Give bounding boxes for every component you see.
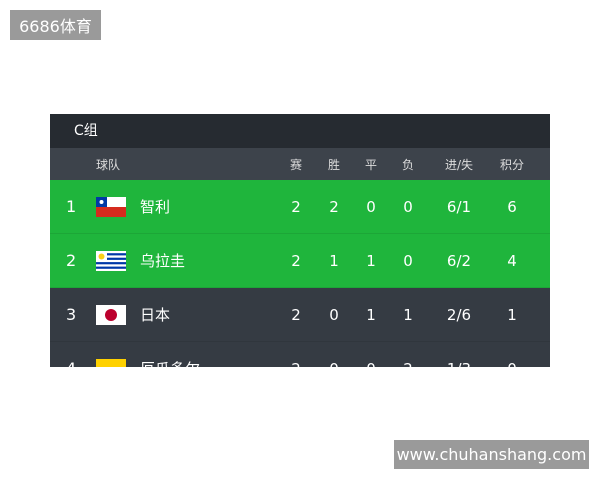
stat: 1 [366,305,376,324]
stat: 2 [291,197,301,216]
stat: 6/1 [446,197,472,216]
rank: 2 [66,251,77,270]
flag [96,305,126,325]
column-header: 负 [401,157,414,172]
watermark: 6686体育 [10,10,101,40]
team-name: 日本 [140,306,171,324]
column-header: 赛 [289,157,302,172]
team-name: 智利 [140,198,171,216]
stat: 4 [507,251,517,270]
team-row: 2 乌拉圭 2 1 1 0 6/2 4 [50,234,550,288]
team-row: 1 智利 2 2 0 0 6/1 6 [50,180,550,234]
flag [96,359,126,367]
rank: 4 [66,342,76,367]
stat: 2 [329,197,339,216]
stat: 0 [403,251,413,270]
column-header: 进/失 [444,157,474,172]
stat: 1 [366,251,376,270]
column-header: 平 [364,157,377,172]
team-name: 乌拉圭 [140,252,186,270]
team-row: 4厄瓜多尔20021/30 [50,342,550,367]
stat: 0 [403,197,413,216]
rank: 3 [66,305,77,324]
stat: 2 [266,342,326,368]
stat: 0 [341,342,401,368]
flag [96,251,126,271]
standings-table: C组 球队赛胜平负进/失 积分 1 智利 2 2 0 0 6/1 6 2 乌拉圭 2 1 1 0 6/2 4 3 日… [50,114,550,367]
stat: 6 [507,197,517,216]
header-row: 球队 赛 胜 平 负 进/失 积分 [50,148,550,180]
column-header: 积分 [499,157,524,172]
watermark: www.chuhanshang.com [394,440,589,469]
team-name: 厄瓜多尔 [140,342,200,367]
stat: 0 [329,305,339,324]
stat: 1 [329,251,339,270]
stat: 2/6 [446,305,472,324]
stat: 2 [291,305,301,324]
team-row: 3 日本 2 0 1 1 2/6 1 [50,288,550,342]
stat: 0 [482,342,542,368]
stat: 2 [378,342,438,368]
stat: 1 [507,305,517,324]
stat: 2 [291,251,301,270]
stat: 0 [366,197,376,216]
stat: 1 [403,305,413,324]
flag [96,197,126,217]
stat: 0 [304,342,364,368]
stat: 1/3 [429,342,489,368]
column-header: 球队 [96,157,121,172]
column-header: 胜 [327,157,340,172]
group-title: C组 [50,114,550,148]
stat: 6/2 [446,251,472,270]
rank: 1 [66,197,77,216]
